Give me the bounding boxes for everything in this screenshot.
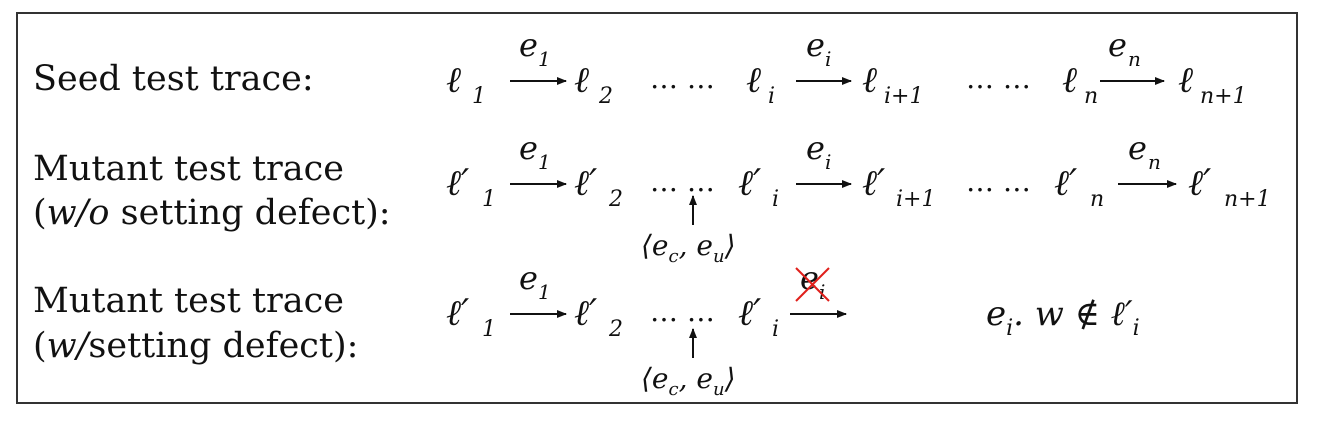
mwo-l2-sub: 2 bbox=[608, 187, 623, 212]
mwo-en-sub: n bbox=[1148, 150, 1161, 174]
mwo-li-sub: i bbox=[772, 187, 779, 212]
seed-li-sub: i bbox=[768, 84, 775, 109]
seed-li1-sub: i+1 bbox=[884, 84, 923, 109]
seed-en-sub: n bbox=[1128, 47, 1141, 71]
mw-l1-sub: 1 bbox=[482, 317, 496, 342]
seed-e1: e bbox=[519, 26, 538, 64]
mwo-e1-sub: 1 bbox=[538, 150, 551, 174]
mwo-ln-sub: n bbox=[1090, 187, 1104, 212]
mw-l2-sub: 2 bbox=[608, 317, 623, 342]
seed-ei-sub: i bbox=[825, 47, 831, 71]
mwo-li1: ℓ′ bbox=[862, 163, 885, 204]
mwo-ln: ℓ′ bbox=[1054, 163, 1077, 204]
mw-ei-struck: e bbox=[800, 259, 819, 297]
mutant-w-label-line1: Mutant test trace bbox=[33, 281, 344, 321]
mw-injection: ⟨ec, eu⟩ bbox=[641, 362, 736, 400]
seed-dots-b: … … bbox=[966, 62, 1031, 95]
seed-ln1: ℓ bbox=[1178, 60, 1193, 101]
mwo-en: e bbox=[1128, 129, 1147, 167]
mwo-ln1: ℓ′ bbox=[1188, 163, 1211, 204]
mw-li-sub: i bbox=[772, 317, 779, 342]
mw-e1-sub: 1 bbox=[538, 280, 551, 304]
mwo-l1: ℓ′ bbox=[446, 163, 469, 204]
seed-l1-sub: 1 bbox=[472, 84, 486, 109]
seed-ln1-sub: n+1 bbox=[1200, 84, 1247, 109]
wo-abbr: w/o bbox=[46, 193, 110, 233]
seed-trace: ℓ 1 e 1 ℓ 2 … … ℓ i e i ℓ i+1 … … ℓ n e … bbox=[446, 26, 1247, 109]
mwo-e1: e bbox=[519, 129, 538, 167]
seed-li: ℓ bbox=[746, 60, 761, 101]
mwo-l1-sub: 1 bbox=[482, 187, 496, 212]
mwo-dots-a: … … bbox=[650, 165, 715, 198]
mwo-li1-sub: i+1 bbox=[896, 187, 935, 212]
mutant-wo-label-line1: Mutant test trace bbox=[33, 149, 344, 189]
seed-e1-sub: 1 bbox=[538, 47, 551, 71]
mutant-wo-trace: ℓ′ 1 e 1 ℓ′ 2 … … ⟨ec, eu⟩ ℓ′ i e i ℓ′ i… bbox=[446, 129, 1271, 267]
seed-dots-a: … … bbox=[650, 62, 715, 95]
w-abbr: w/ bbox=[46, 326, 89, 366]
mwo-l2: ℓ′ bbox=[574, 163, 597, 204]
mw-violation: ei. w ∉ ℓ′i bbox=[986, 294, 1140, 341]
mw-l2: ℓ′ bbox=[574, 293, 597, 334]
mutant-wo-label-line2: (w/o setting defect): bbox=[33, 193, 391, 233]
mutant-w-trace: ℓ′ 1 e 1 ℓ′ 2 … … ⟨ec, eu⟩ ℓ′ i e i ei. … bbox=[446, 259, 1140, 400]
seed-en: e bbox=[1108, 26, 1127, 64]
seed-ln: ℓ bbox=[1062, 60, 1077, 101]
mutant-w-label-line2: (w/setting defect): bbox=[33, 326, 359, 366]
mw-dots-a: … … bbox=[650, 295, 715, 328]
seed-ln-sub: n bbox=[1084, 84, 1098, 109]
seed-ei: e bbox=[806, 26, 825, 64]
mwo-injection: ⟨ec, eu⟩ bbox=[641, 229, 736, 267]
mwo-ln1-sub: n+1 bbox=[1224, 187, 1271, 212]
mwo-ei-sub: i bbox=[825, 150, 831, 174]
mw-li: ℓ′ bbox=[738, 293, 761, 334]
mw-e1: e bbox=[519, 259, 538, 297]
seed-li1: ℓ bbox=[862, 60, 877, 101]
mw-l1: ℓ′ bbox=[446, 293, 469, 334]
mwo-dots-b: … … bbox=[966, 165, 1031, 198]
seed-l2: ℓ bbox=[574, 60, 589, 101]
diagram-frame bbox=[16, 12, 1298, 404]
seed-trace-label: Seed test trace: bbox=[33, 59, 314, 99]
seed-l2-sub: 2 bbox=[598, 84, 613, 109]
strike-cross-icon bbox=[795, 267, 830, 302]
seed-l1: ℓ bbox=[446, 60, 461, 101]
mwo-li: ℓ′ bbox=[738, 163, 761, 204]
mw-ei-struck-sub: i bbox=[819, 280, 825, 304]
mwo-ei: e bbox=[806, 129, 825, 167]
